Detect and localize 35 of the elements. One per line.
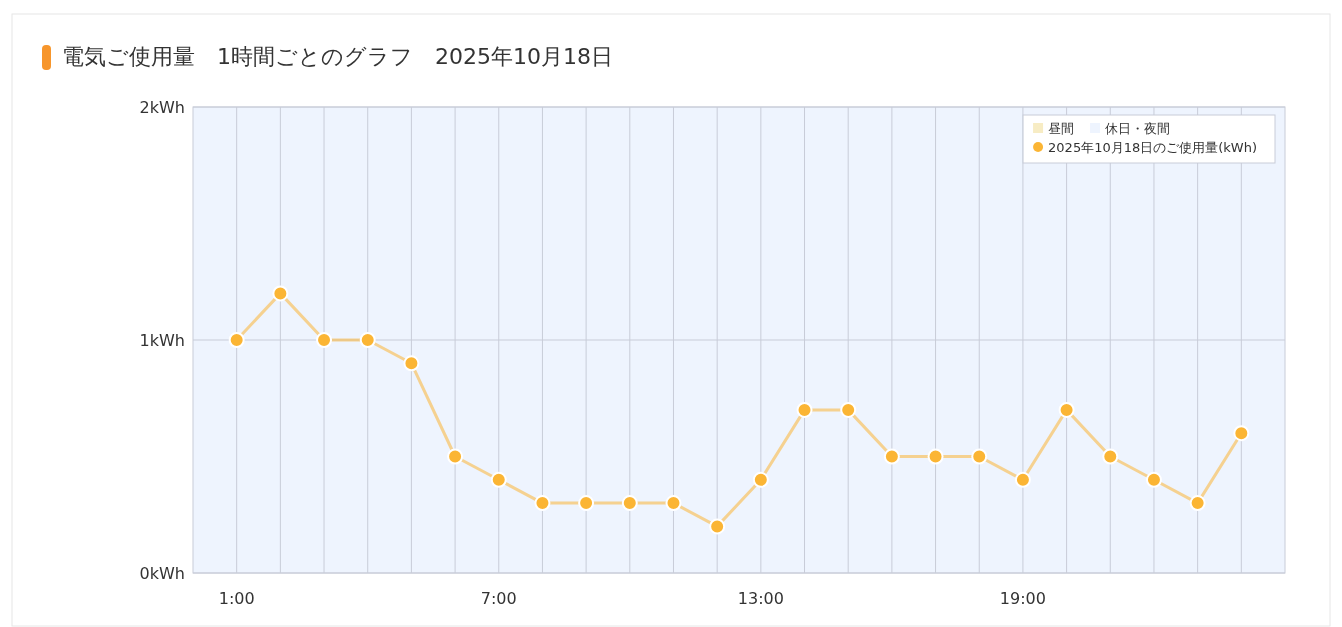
point <box>578 495 595 512</box>
legend-label: 昼間 <box>1048 121 1075 136</box>
band-label: 休日・夜間 <box>1105 121 1171 136</box>
point <box>1102 448 1119 465</box>
point <box>796 401 813 418</box>
x-tick-label: 7:00 <box>480 589 517 608</box>
legend-label: 2025年10月18日のご使用量(kWh) <box>1048 140 1257 155</box>
x-tick-label: 1:00 <box>218 589 255 608</box>
x-tick-label: 13:00 <box>737 589 784 608</box>
point <box>752 471 769 488</box>
point <box>971 448 988 465</box>
point <box>1014 471 1031 488</box>
point <box>1189 495 1206 512</box>
point <box>447 448 464 465</box>
x-tick-label: 19:00 <box>999 589 1046 608</box>
y-tick-label: 0kWh <box>139 564 185 583</box>
point <box>927 448 944 465</box>
point <box>490 471 507 488</box>
point <box>316 332 333 348</box>
chart-title: 電気ご使用量 1時間ごとのグラフ 2025年10月18日 <box>62 44 613 69</box>
point <box>228 332 245 348</box>
y-tick-label: 2kWh <box>139 98 185 117</box>
point <box>883 448 900 465</box>
point <box>1058 401 1075 418</box>
point <box>621 495 638 512</box>
y-tick-label: 1kWh <box>139 331 185 350</box>
point <box>403 355 420 372</box>
point <box>359 332 376 348</box>
point <box>665 495 682 512</box>
point <box>534 495 551 512</box>
point <box>1145 471 1162 488</box>
point <box>840 401 857 418</box>
point <box>1233 425 1250 442</box>
point <box>709 518 726 535</box>
point <box>272 285 289 302</box>
